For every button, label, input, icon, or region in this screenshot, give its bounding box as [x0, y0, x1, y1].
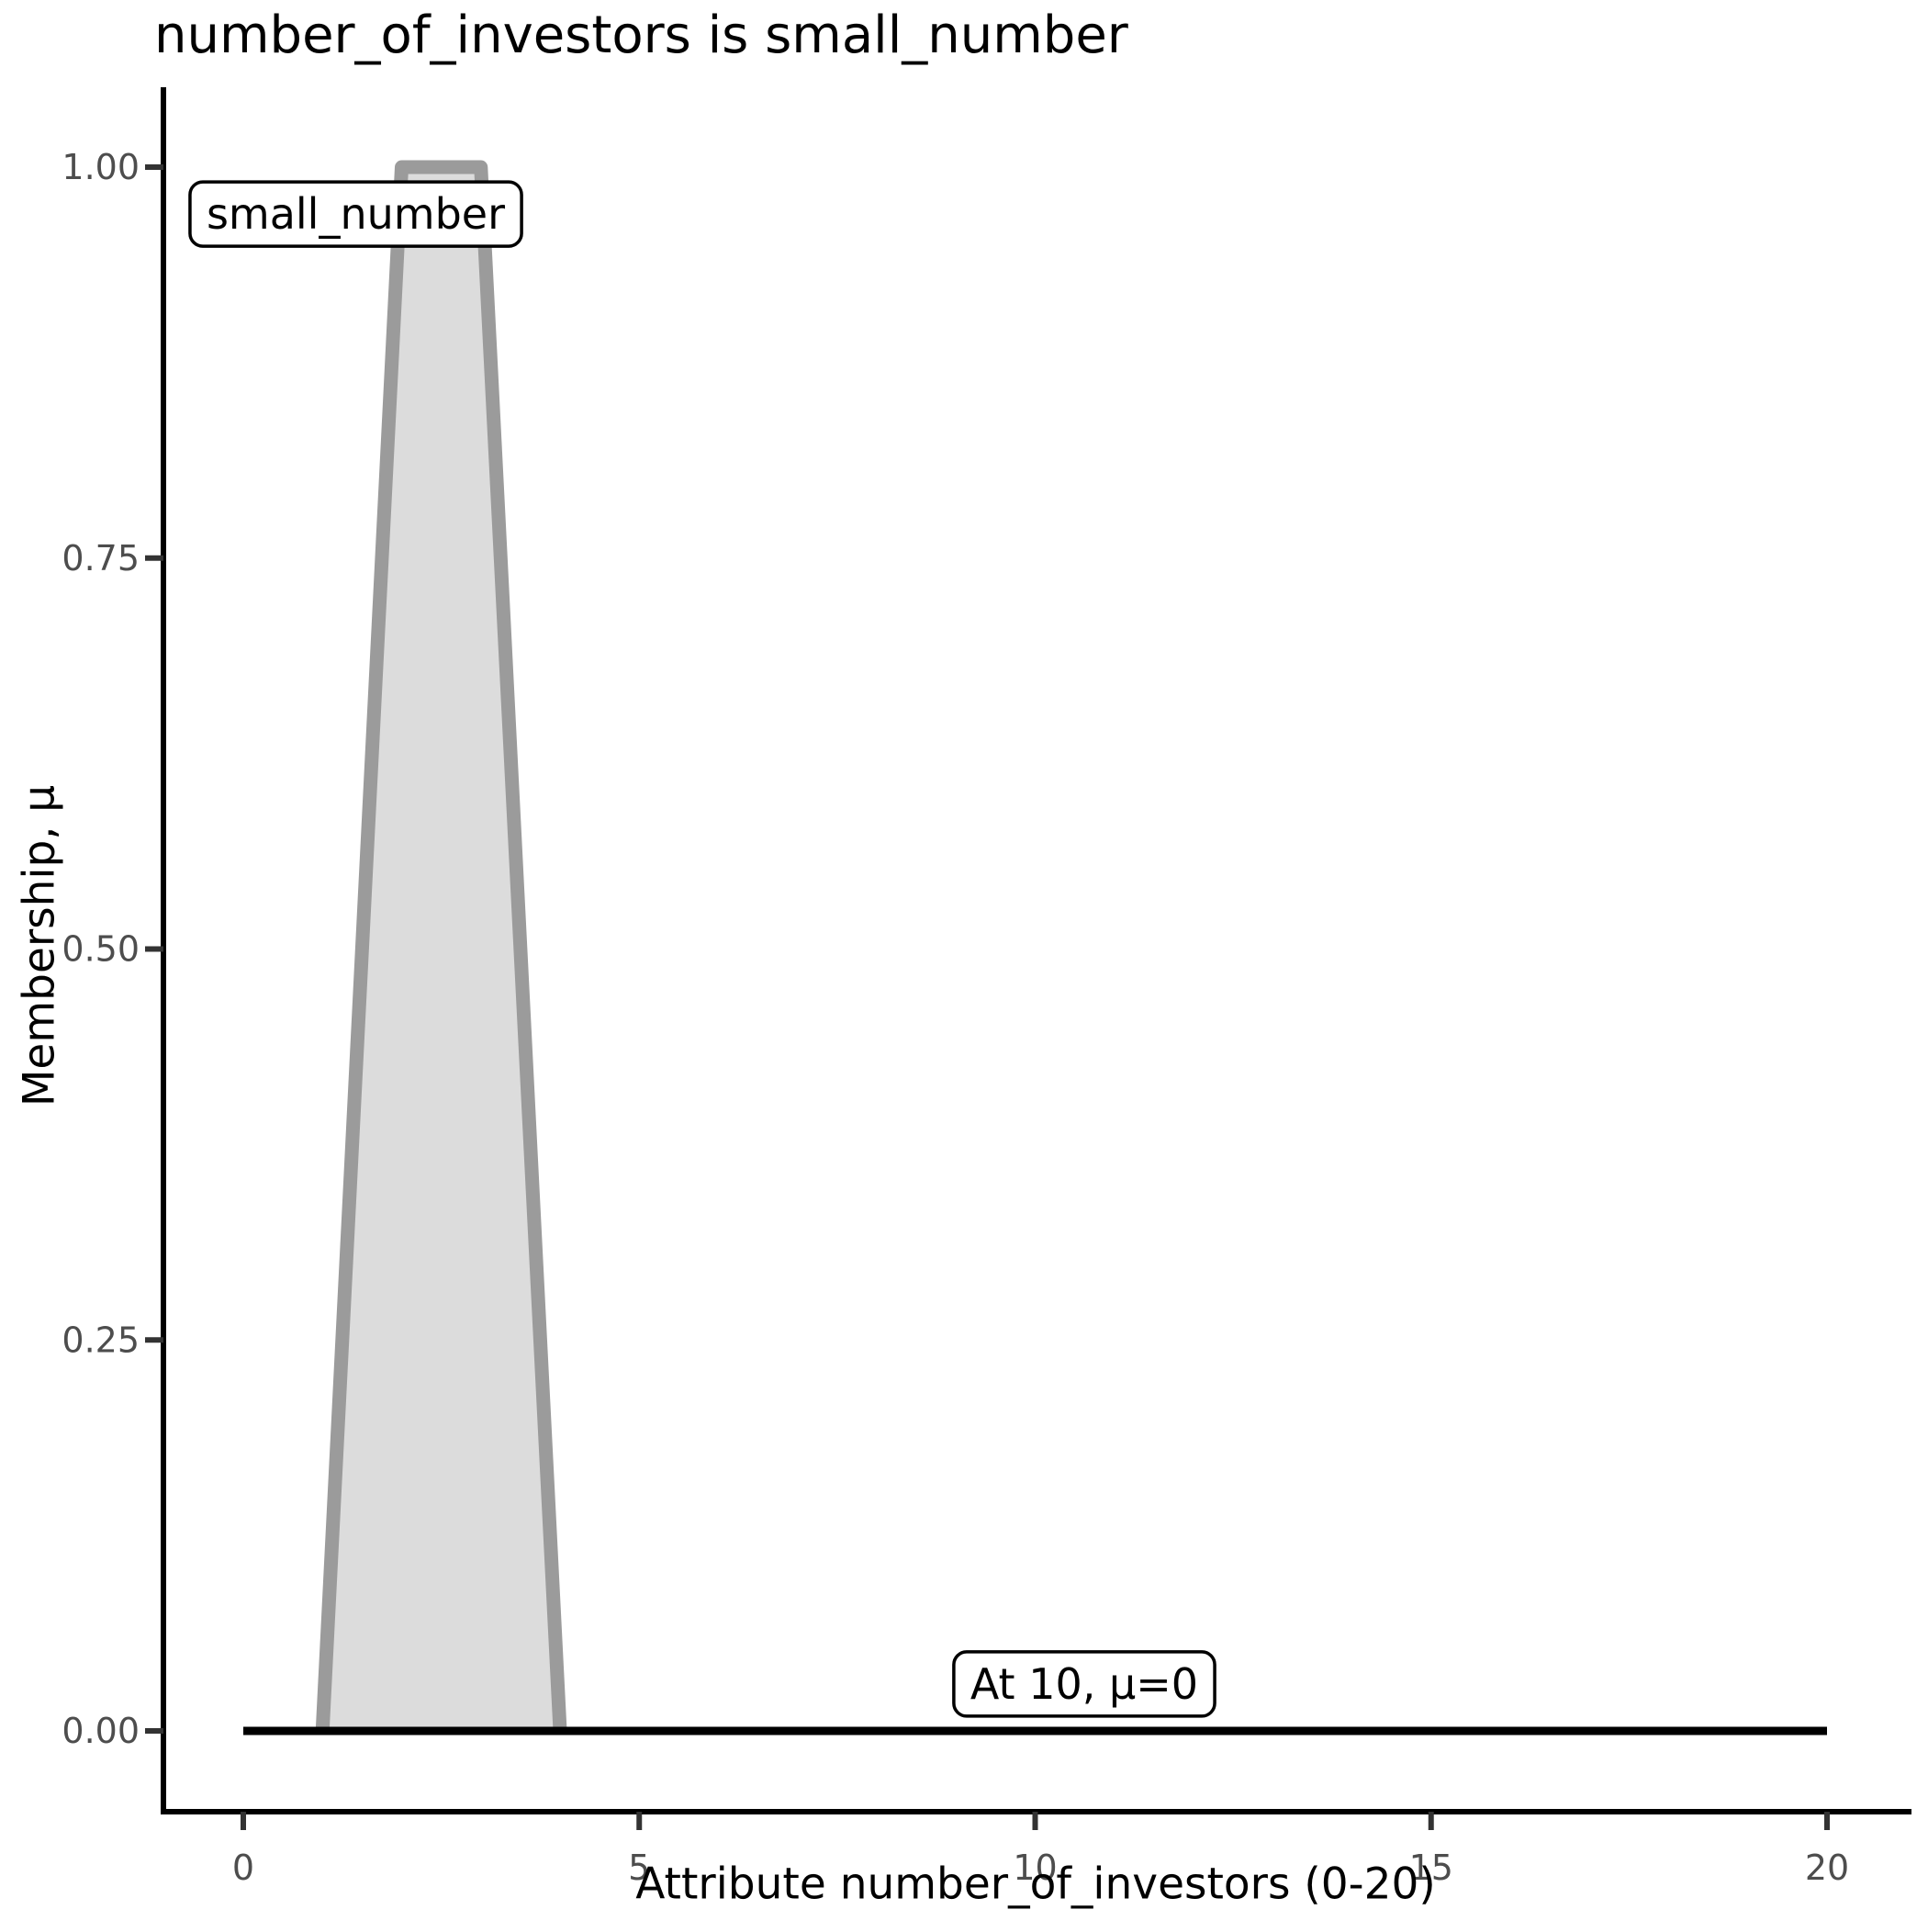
annotation: small_number [188, 180, 523, 248]
annotation-box [188, 180, 523, 248]
annotation-text: At 10, μ=0 [970, 1659, 1198, 1709]
y-tick-label: 1.00 [62, 147, 140, 187]
chart-annotation-layer: small_number At 10, μ=0 [188, 180, 1216, 1718]
annotation: At 10, μ=0 [952, 1650, 1216, 1718]
y-tick-label: 0.75 [62, 538, 140, 578]
x-axis-label: Attribute number_of_investors (0-20) [635, 1859, 1436, 1910]
chart-series-layer [243, 160, 1827, 1735]
x-tick-label: 15 [1409, 1848, 1453, 1888]
y-axis-label: Membership, μ [15, 785, 65, 1106]
membership-area-small_number [315, 160, 567, 1732]
x-tick-label: 20 [1805, 1848, 1849, 1888]
x-tick-label: 10 [1013, 1848, 1057, 1888]
y-tick-label: 0.50 [62, 929, 140, 970]
annotation-text: small_number [207, 189, 505, 239]
x-tick-label: 0 [232, 1848, 254, 1888]
chart-title: number_of_investors is small_number [154, 6, 1129, 65]
y-tick-label: 0.00 [62, 1711, 140, 1751]
annotation-box [952, 1650, 1216, 1718]
y-tick-label: 0.25 [62, 1320, 140, 1360]
chart-axes-layer: 0 5 10 15 20 0.00 0.25 0.50 0.75 1.00 [62, 87, 1911, 1888]
x-tick-label: 5 [628, 1848, 650, 1888]
